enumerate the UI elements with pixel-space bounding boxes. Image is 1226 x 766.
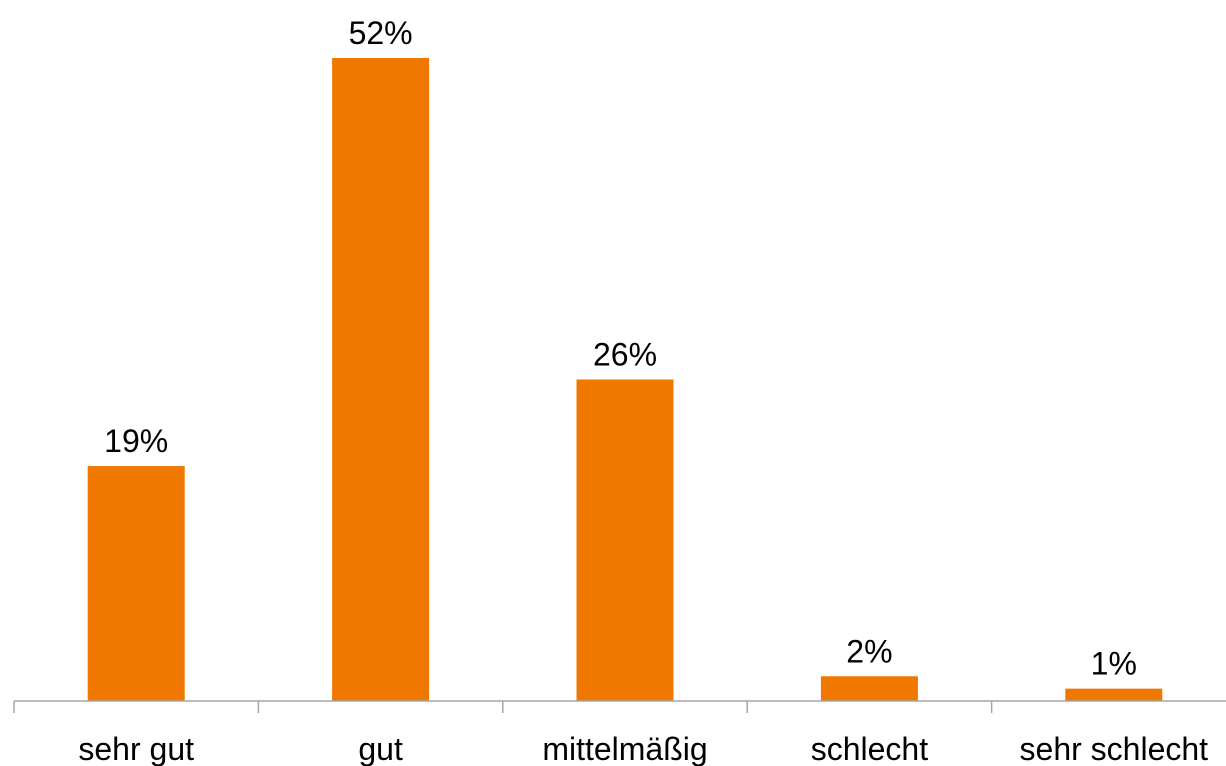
category-label-sehr-schlecht: sehr schlecht	[1020, 731, 1209, 766]
category-labels-group: sehr gut gut mittelmäßig schlecht sehr schle…	[78, 731, 1208, 766]
data-label-gut: 52%	[349, 15, 413, 51]
data-label-mittelmaessig: 26%	[593, 337, 657, 373]
category-label-mittelmaessig: mittelmäßig	[542, 731, 707, 766]
x-axis	[13, 700, 1226, 713]
bar-sehr-gut	[87, 466, 185, 701]
bar-sehr-schlecht	[1065, 688, 1163, 701]
data-label-sehr-schlecht: 1%	[1091, 646, 1137, 682]
category-label-schlecht: schlecht	[811, 731, 929, 766]
bar-schlecht	[820, 676, 918, 701]
bars-group	[87, 58, 1163, 701]
data-label-schlecht: 2%	[846, 633, 892, 669]
value-labels-group: 19% 52% 26% 2% 1%	[104, 15, 1137, 682]
category-label-gut: gut	[358, 731, 403, 766]
bar-gut	[332, 58, 430, 701]
category-label-sehr-gut: sehr gut	[78, 731, 194, 766]
data-label-sehr-gut: 19%	[104, 423, 168, 459]
bar-mittelmaessig	[576, 379, 674, 701]
